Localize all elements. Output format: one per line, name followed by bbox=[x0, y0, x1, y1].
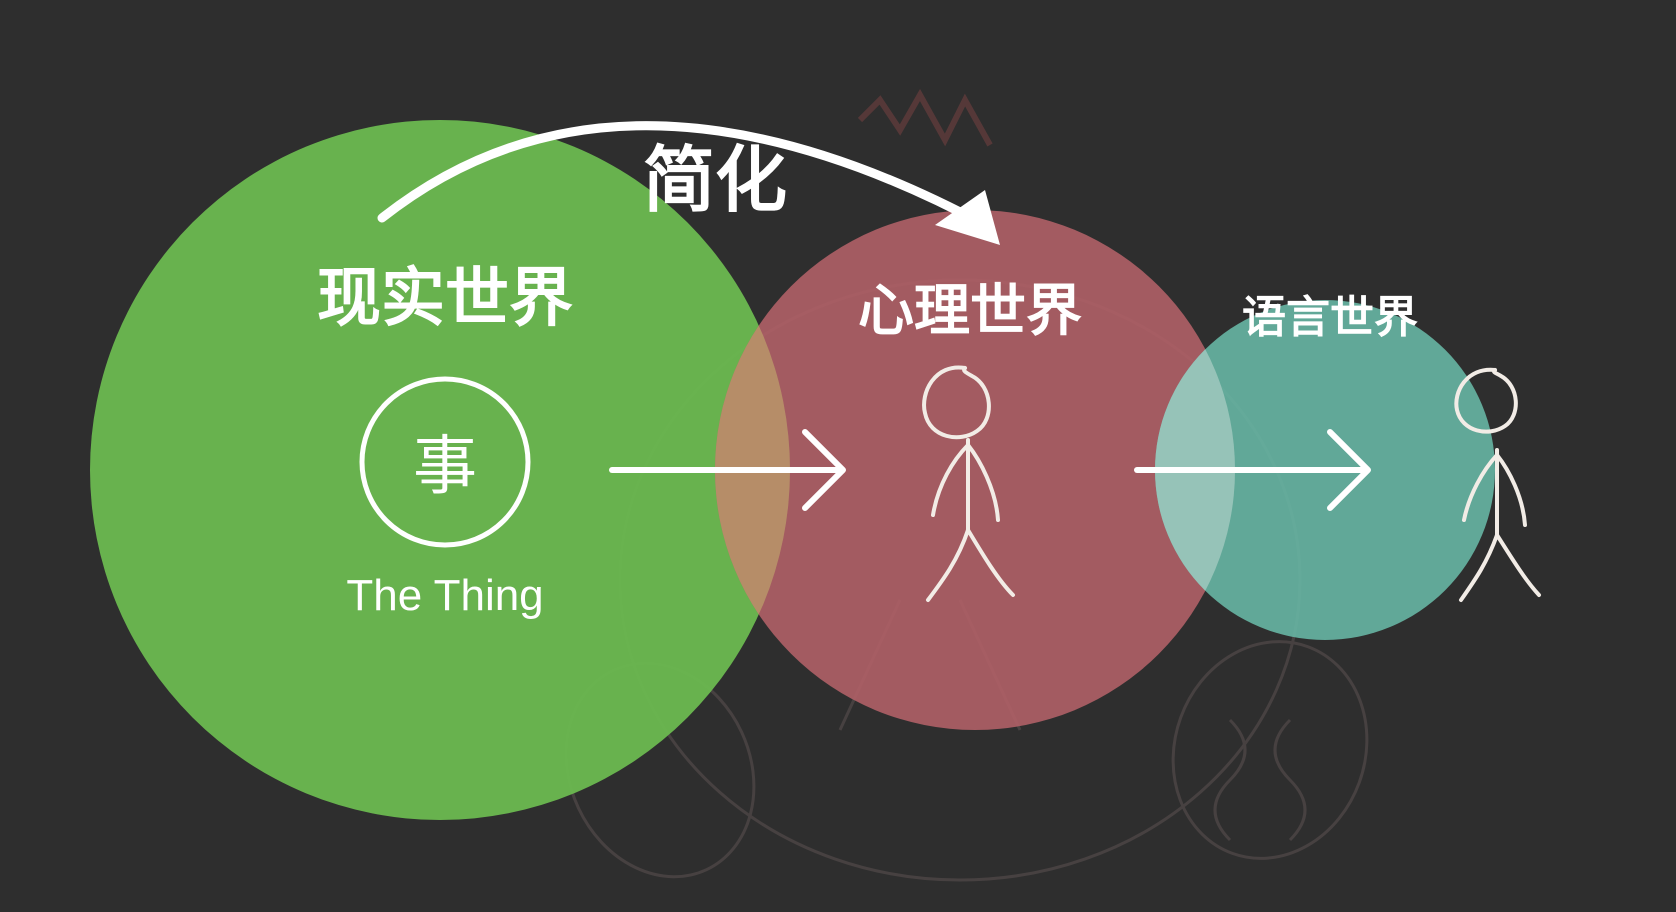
real-world-title: 现实世界 bbox=[317, 262, 573, 336]
thing-symbol: 事 bbox=[413, 430, 477, 504]
thing-caption: The Thing bbox=[346, 571, 543, 620]
arc-label: 简化 bbox=[643, 138, 787, 222]
mental-world-circle bbox=[715, 210, 1235, 730]
real-world-circle bbox=[90, 120, 790, 820]
background-brain-scribble bbox=[857, 88, 993, 147]
arrow-real-to-mental bbox=[609, 429, 846, 511]
simplify-arc-arrow bbox=[377, 121, 990, 230]
stick-figure-mental bbox=[922, 365, 1015, 602]
stick-figure-language bbox=[1454, 367, 1541, 602]
background-dna-strand bbox=[1213, 718, 1247, 842]
thing-symbol-ring bbox=[359, 376, 531, 548]
background-dna-strand-2 bbox=[1273, 718, 1307, 842]
simplify-arc-arrowhead bbox=[935, 190, 1000, 245]
background-blob-right bbox=[1171, 640, 1369, 860]
language-world-title: 语言世界 bbox=[1242, 292, 1418, 343]
mental-world-title: 心理世界 bbox=[858, 279, 1082, 344]
arrow-mental-to-language bbox=[1134, 429, 1371, 511]
